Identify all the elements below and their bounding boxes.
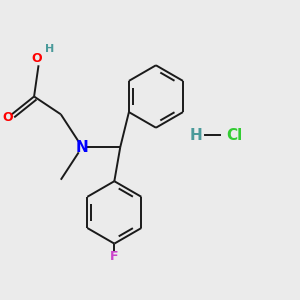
Text: O: O xyxy=(32,52,42,65)
Text: H: H xyxy=(190,128,202,142)
Text: O: O xyxy=(2,111,13,124)
Text: H: H xyxy=(45,44,55,54)
Text: Cl: Cl xyxy=(226,128,242,142)
Text: N: N xyxy=(75,140,88,154)
Text: F: F xyxy=(110,250,118,263)
